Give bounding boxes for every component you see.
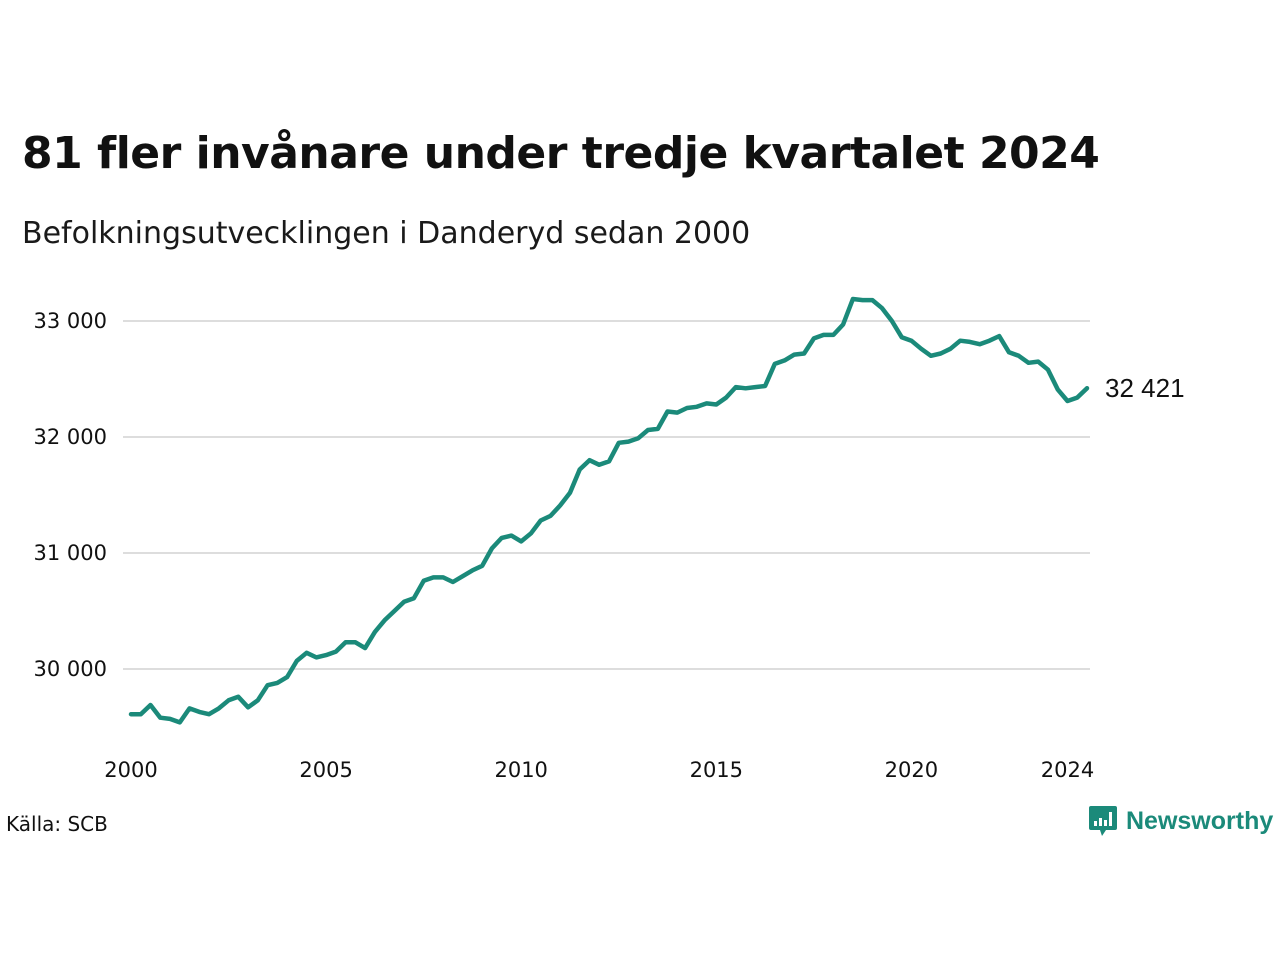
end-label-layer: 32 421 <box>1105 373 1185 403</box>
chart-subtitle: Befolkningsutvecklingen i Danderyd sedan… <box>22 216 751 251</box>
x-tick-label: 2024 <box>1041 758 1094 782</box>
y-tick-label: 31 000 <box>34 541 107 565</box>
gridlines <box>123 320 1090 670</box>
chart-title: 81 fler invånare under tredje kvartalet … <box>22 128 1100 179</box>
newsworthy-logo-icon <box>1089 806 1117 836</box>
brand-logo: Newsworthy <box>1088 804 1273 838</box>
y-axis-tick-labels: 30 000 31 000 32 000 33 000 <box>34 309 107 681</box>
x-tick-label: 2015 <box>690 758 743 782</box>
end-value-label: 32 421 <box>1105 373 1185 403</box>
series-layer <box>128 296 1090 725</box>
y-tick-label: 33 000 <box>34 309 107 333</box>
y-tick-label: 30 000 <box>34 657 107 681</box>
x-tick-label: 2000 <box>104 758 157 782</box>
source-note: Källa: SCB <box>6 812 108 836</box>
x-tick-label: 2020 <box>885 758 938 782</box>
x-axis-tick-labels: 2000 2005 2010 2015 2020 2024 <box>104 758 1094 782</box>
brand-name: Newsworthy <box>1126 806 1274 835</box>
y-tick-label: 32 000 <box>34 425 107 449</box>
x-tick-label: 2005 <box>299 758 352 782</box>
series-line <box>128 296 1090 725</box>
x-tick-label: 2010 <box>494 758 547 782</box>
